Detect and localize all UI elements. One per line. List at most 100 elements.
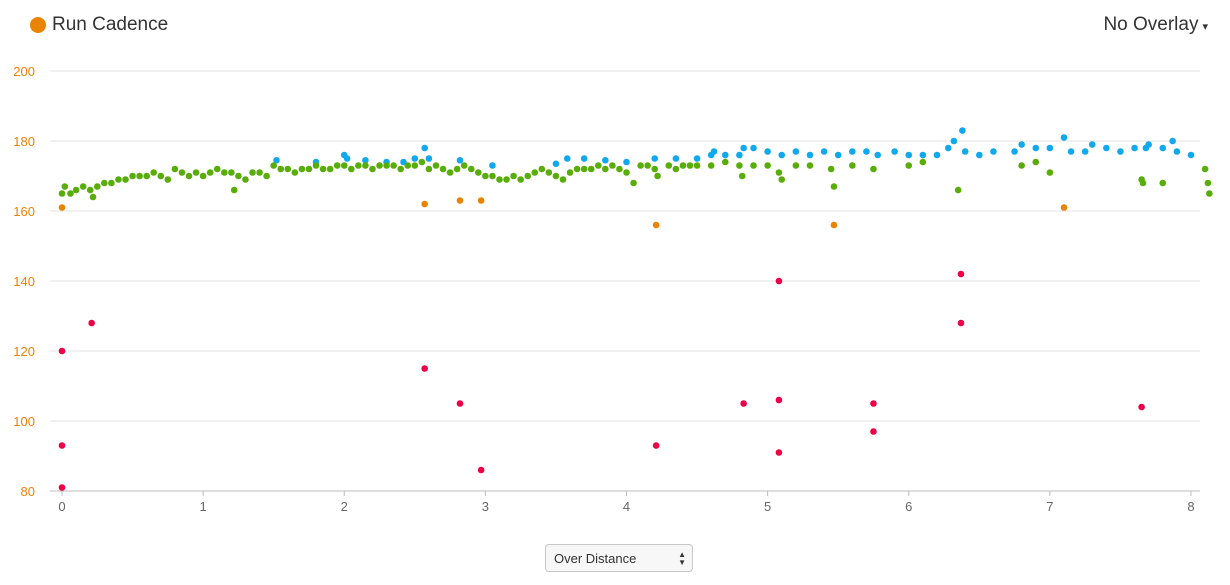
data-point-green — [467, 165, 475, 173]
data-point-green — [61, 183, 69, 190]
data-point-blue — [411, 155, 419, 162]
chart-header: Run Cadence No Overlay ▾ — [0, 0, 1230, 56]
x-tick-label: 2 — [341, 499, 348, 514]
data-point-green — [376, 162, 383, 169]
data-point-red — [58, 347, 66, 355]
data-point-green — [369, 165, 376, 173]
data-point-blue — [806, 151, 814, 159]
data-point-green — [665, 162, 673, 169]
data-point-green — [185, 172, 193, 180]
data-point-green — [1032, 158, 1040, 166]
data-point-green — [644, 162, 651, 169]
data-point-green — [630, 179, 637, 187]
data-point-blue — [651, 155, 659, 162]
data-point-red — [775, 396, 783, 404]
caret-down-icon: ▾ — [1202, 21, 1208, 33]
data-point-green — [827, 165, 835, 173]
data-point-green — [348, 165, 355, 173]
data-point-green — [573, 165, 581, 173]
data-point-green — [870, 165, 877, 173]
data-point-green — [206, 169, 214, 176]
data-point-green — [432, 162, 440, 169]
data-point-green — [602, 165, 609, 173]
data-point-red — [957, 319, 965, 327]
data-point-orange — [58, 204, 66, 211]
data-point-green — [383, 162, 390, 169]
data-point-blue — [750, 144, 757, 152]
data-point-green — [235, 172, 242, 180]
data-point-green — [319, 165, 327, 173]
data-point-red — [775, 449, 783, 456]
data-point-green — [79, 183, 87, 190]
legend-dot-icon — [30, 17, 46, 33]
data-point-orange — [652, 221, 660, 229]
data-point-green — [654, 172, 661, 180]
x-tick-label: 7 — [1046, 499, 1053, 514]
data-point-green — [333, 162, 341, 169]
data-point-blue — [1103, 144, 1110, 152]
x-mode-select-value: Over Distance — [554, 550, 637, 566]
data-point-orange — [477, 197, 485, 204]
overlay-dropdown[interactable]: No Overlay ▾ — [1103, 14, 1208, 36]
data-point-blue — [710, 148, 718, 155]
data-point-green — [566, 169, 574, 176]
data-point-green — [199, 172, 207, 180]
data-point-blue — [1081, 148, 1089, 155]
data-point-green — [277, 165, 285, 173]
data-point-blue — [764, 148, 771, 155]
data-point-green — [270, 162, 277, 169]
data-point-green — [587, 165, 595, 173]
data-point-blue — [273, 156, 280, 164]
data-point-green — [164, 176, 172, 183]
data-point-green — [686, 162, 694, 169]
data-point-green — [517, 176, 524, 183]
data-point-blue — [580, 155, 588, 162]
data-point-green — [1046, 169, 1054, 176]
data-point-blue — [1173, 148, 1181, 155]
data-point-blue — [1046, 144, 1054, 152]
data-point-green — [1201, 165, 1209, 173]
data-point-blue — [1117, 148, 1124, 155]
data-point-green — [298, 165, 306, 173]
data-point-green — [312, 162, 320, 169]
data-point-green — [390, 162, 397, 169]
data-point-red — [870, 400, 877, 407]
data-point-green — [89, 193, 97, 201]
y-tick-label: 80 — [21, 484, 35, 499]
data-point-green — [672, 165, 680, 173]
data-point-blue — [1018, 141, 1025, 148]
y-tick-label: 100 — [13, 414, 35, 429]
data-point-green — [721, 158, 729, 166]
legend[interactable]: Run Cadence — [30, 14, 168, 36]
data-point-green — [538, 165, 546, 173]
data-point-blue — [736, 151, 743, 159]
data-point-red — [477, 466, 485, 474]
x-tick-label: 4 — [623, 499, 630, 514]
data-point-green — [693, 162, 701, 169]
data-point-red — [58, 484, 66, 491]
data-point-green — [679, 162, 687, 169]
x-mode-select-box[interactable]: Over Distance ▲ ▼ — [545, 544, 693, 572]
data-point-green — [736, 162, 743, 169]
data-point-blue — [1169, 137, 1176, 145]
data-point-green — [919, 158, 927, 166]
data-point-blue — [421, 144, 428, 152]
data-point-green — [418, 158, 426, 166]
data-point-green — [446, 169, 454, 176]
data-point-green — [1018, 162, 1025, 169]
data-point-blue — [552, 160, 560, 168]
y-tick-label: 180 — [13, 134, 35, 149]
data-point-green — [792, 162, 800, 169]
y-tick-label: 200 — [13, 64, 35, 79]
data-point-green — [362, 162, 369, 169]
x-mode-select[interactable]: Over Distance ▲ ▼ — [545, 544, 695, 574]
cadence-scatter-chart: 80 100 120 140 160 180 200 0 1 2 3 4 5 6 7 8 — [13, 64, 1213, 514]
data-point-green — [93, 183, 101, 190]
data-point-blue — [740, 144, 747, 152]
overlay-label: No Overlay — [1103, 14, 1199, 35]
data-point-blue — [1011, 148, 1018, 155]
data-point-green — [545, 169, 553, 176]
data-point-green — [425, 165, 433, 173]
x-tick-label: 1 — [200, 499, 207, 514]
data-point-green — [849, 162, 856, 169]
